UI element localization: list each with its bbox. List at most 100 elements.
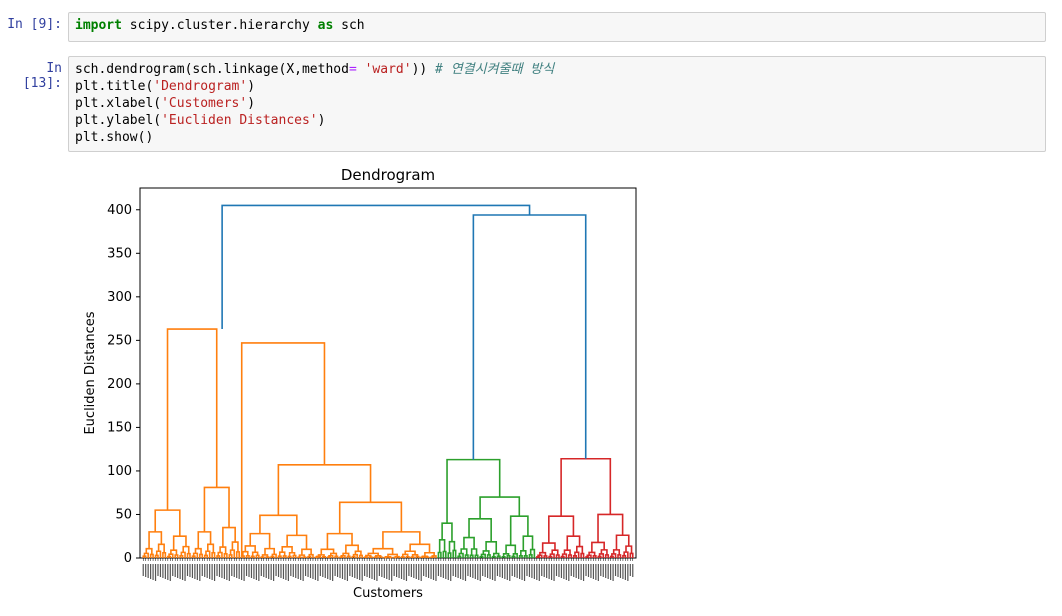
x-tick-label (578, 564, 580, 579)
dendrogram-link (162, 551, 167, 558)
dendrogram-link (142, 555, 147, 558)
code-token: 'Eucliden Distances' (161, 113, 318, 128)
x-tick-label (218, 564, 221, 577)
x-tick-label (253, 564, 255, 579)
dendrogram-link (588, 551, 596, 556)
dendrogram-link (339, 556, 344, 558)
x-tick-label (364, 564, 366, 576)
code-token: # 연결시켜줄때 방식 (435, 62, 555, 77)
dendrogram-link (511, 555, 516, 558)
code-line: plt.xlabel('Customers') (75, 95, 1039, 112)
dendrogram-link (154, 509, 181, 537)
code-token: plt.title( (75, 79, 154, 94)
dendrogram-link (270, 555, 275, 558)
x-tick-label (312, 564, 314, 579)
x-tick-label (238, 564, 240, 579)
x-tick-label (378, 564, 380, 576)
x-tick-label (469, 564, 472, 577)
dendrogram-link (368, 556, 373, 558)
dendrogram-link (148, 531, 163, 549)
x-tick-label (309, 564, 312, 578)
dendrogram-link (401, 553, 409, 557)
dendrogram-link (452, 549, 457, 558)
x-tick-label (361, 564, 363, 581)
dendrogram-link (485, 541, 498, 554)
x-tick-label (427, 564, 430, 578)
dendrogram-link (472, 214, 587, 460)
x-tick-label (314, 564, 317, 580)
x-tick-label (437, 564, 440, 576)
x-tick-label (607, 564, 609, 579)
x-tick-label (602, 564, 604, 577)
dendrogram-link (345, 544, 359, 554)
x-tick-label (172, 564, 174, 576)
y-tick-label: 200 (107, 377, 132, 392)
x-tick-label (245, 564, 248, 576)
x-tick-label (324, 564, 326, 578)
x-tick-label (164, 564, 166, 579)
x-tick-label (341, 564, 344, 579)
x-tick-label (258, 564, 260, 581)
y-tick-label: 400 (107, 203, 132, 218)
x-tick-label (204, 564, 206, 577)
code-token: sch (333, 18, 365, 33)
dendrogram-link (326, 532, 353, 550)
x-tick-label (223, 564, 226, 579)
x-tick-label (307, 564, 309, 577)
dendrogram-link (166, 328, 218, 511)
x-tick-label (356, 564, 358, 579)
x-tick-label (555, 564, 558, 576)
dendrogram-link (334, 555, 339, 558)
dendrogram-link (591, 541, 605, 553)
x-tick-label (511, 564, 513, 576)
dendrogram-link (180, 551, 186, 558)
code-token: 'ward' (364, 62, 412, 77)
x-tick-label (455, 564, 457, 577)
x-tick-label (243, 564, 245, 581)
x-tick-label (420, 564, 422, 581)
dendrogram-link (179, 555, 184, 558)
dendrogram-link (260, 556, 265, 558)
x-tick-label (398, 564, 400, 578)
dendrogram-link (555, 554, 560, 558)
dendrogram-link (145, 547, 153, 555)
dendrogram-link (496, 555, 501, 558)
dendrogram-link (207, 543, 215, 553)
code-token: as (317, 18, 334, 33)
code-input[interactable]: sch.dendrogram(sch.linkage(X,method= 'wa… (68, 56, 1046, 152)
x-tick-label (189, 564, 191, 577)
x-tick-label (430, 564, 432, 579)
x-tick-label (322, 564, 324, 577)
x-tick-label (368, 564, 371, 578)
code-token: ) (317, 113, 326, 128)
x-tick-label (499, 564, 501, 577)
dendrogram-link (261, 554, 269, 558)
x-tick-label (206, 564, 208, 578)
dendrogram-link (528, 553, 533, 558)
code-token: import (75, 18, 122, 33)
code-input[interactable]: import scipy.cluster.hierarchy as sch (68, 12, 1046, 42)
x-tick-label (624, 564, 626, 580)
x-tick-label (560, 564, 563, 578)
x-tick-label (619, 564, 622, 578)
plot-frame (139, 187, 637, 559)
dendrogram-link (302, 556, 307, 558)
cell-prompt: In [9]: (7, 17, 62, 32)
dendrogram-link (211, 551, 216, 558)
dendrogram-link (217, 551, 223, 558)
x-tick-label (359, 564, 361, 580)
x-tick-label (496, 564, 499, 576)
dendrogram-link (222, 526, 236, 548)
x-tick-label (179, 564, 181, 579)
x-tick-label (585, 564, 587, 576)
y-tick-label: 0 (124, 551, 132, 566)
x-tick-label (327, 564, 329, 579)
dendrogram-link (509, 515, 529, 546)
dendrogram-link (597, 513, 624, 543)
x-tick-label (452, 564, 454, 576)
x-tick-label (304, 564, 307, 576)
dendrogram-link (457, 555, 462, 558)
dendrogram-link (281, 545, 293, 553)
dendrogram-link (479, 496, 521, 519)
x-tick-label (491, 564, 494, 580)
